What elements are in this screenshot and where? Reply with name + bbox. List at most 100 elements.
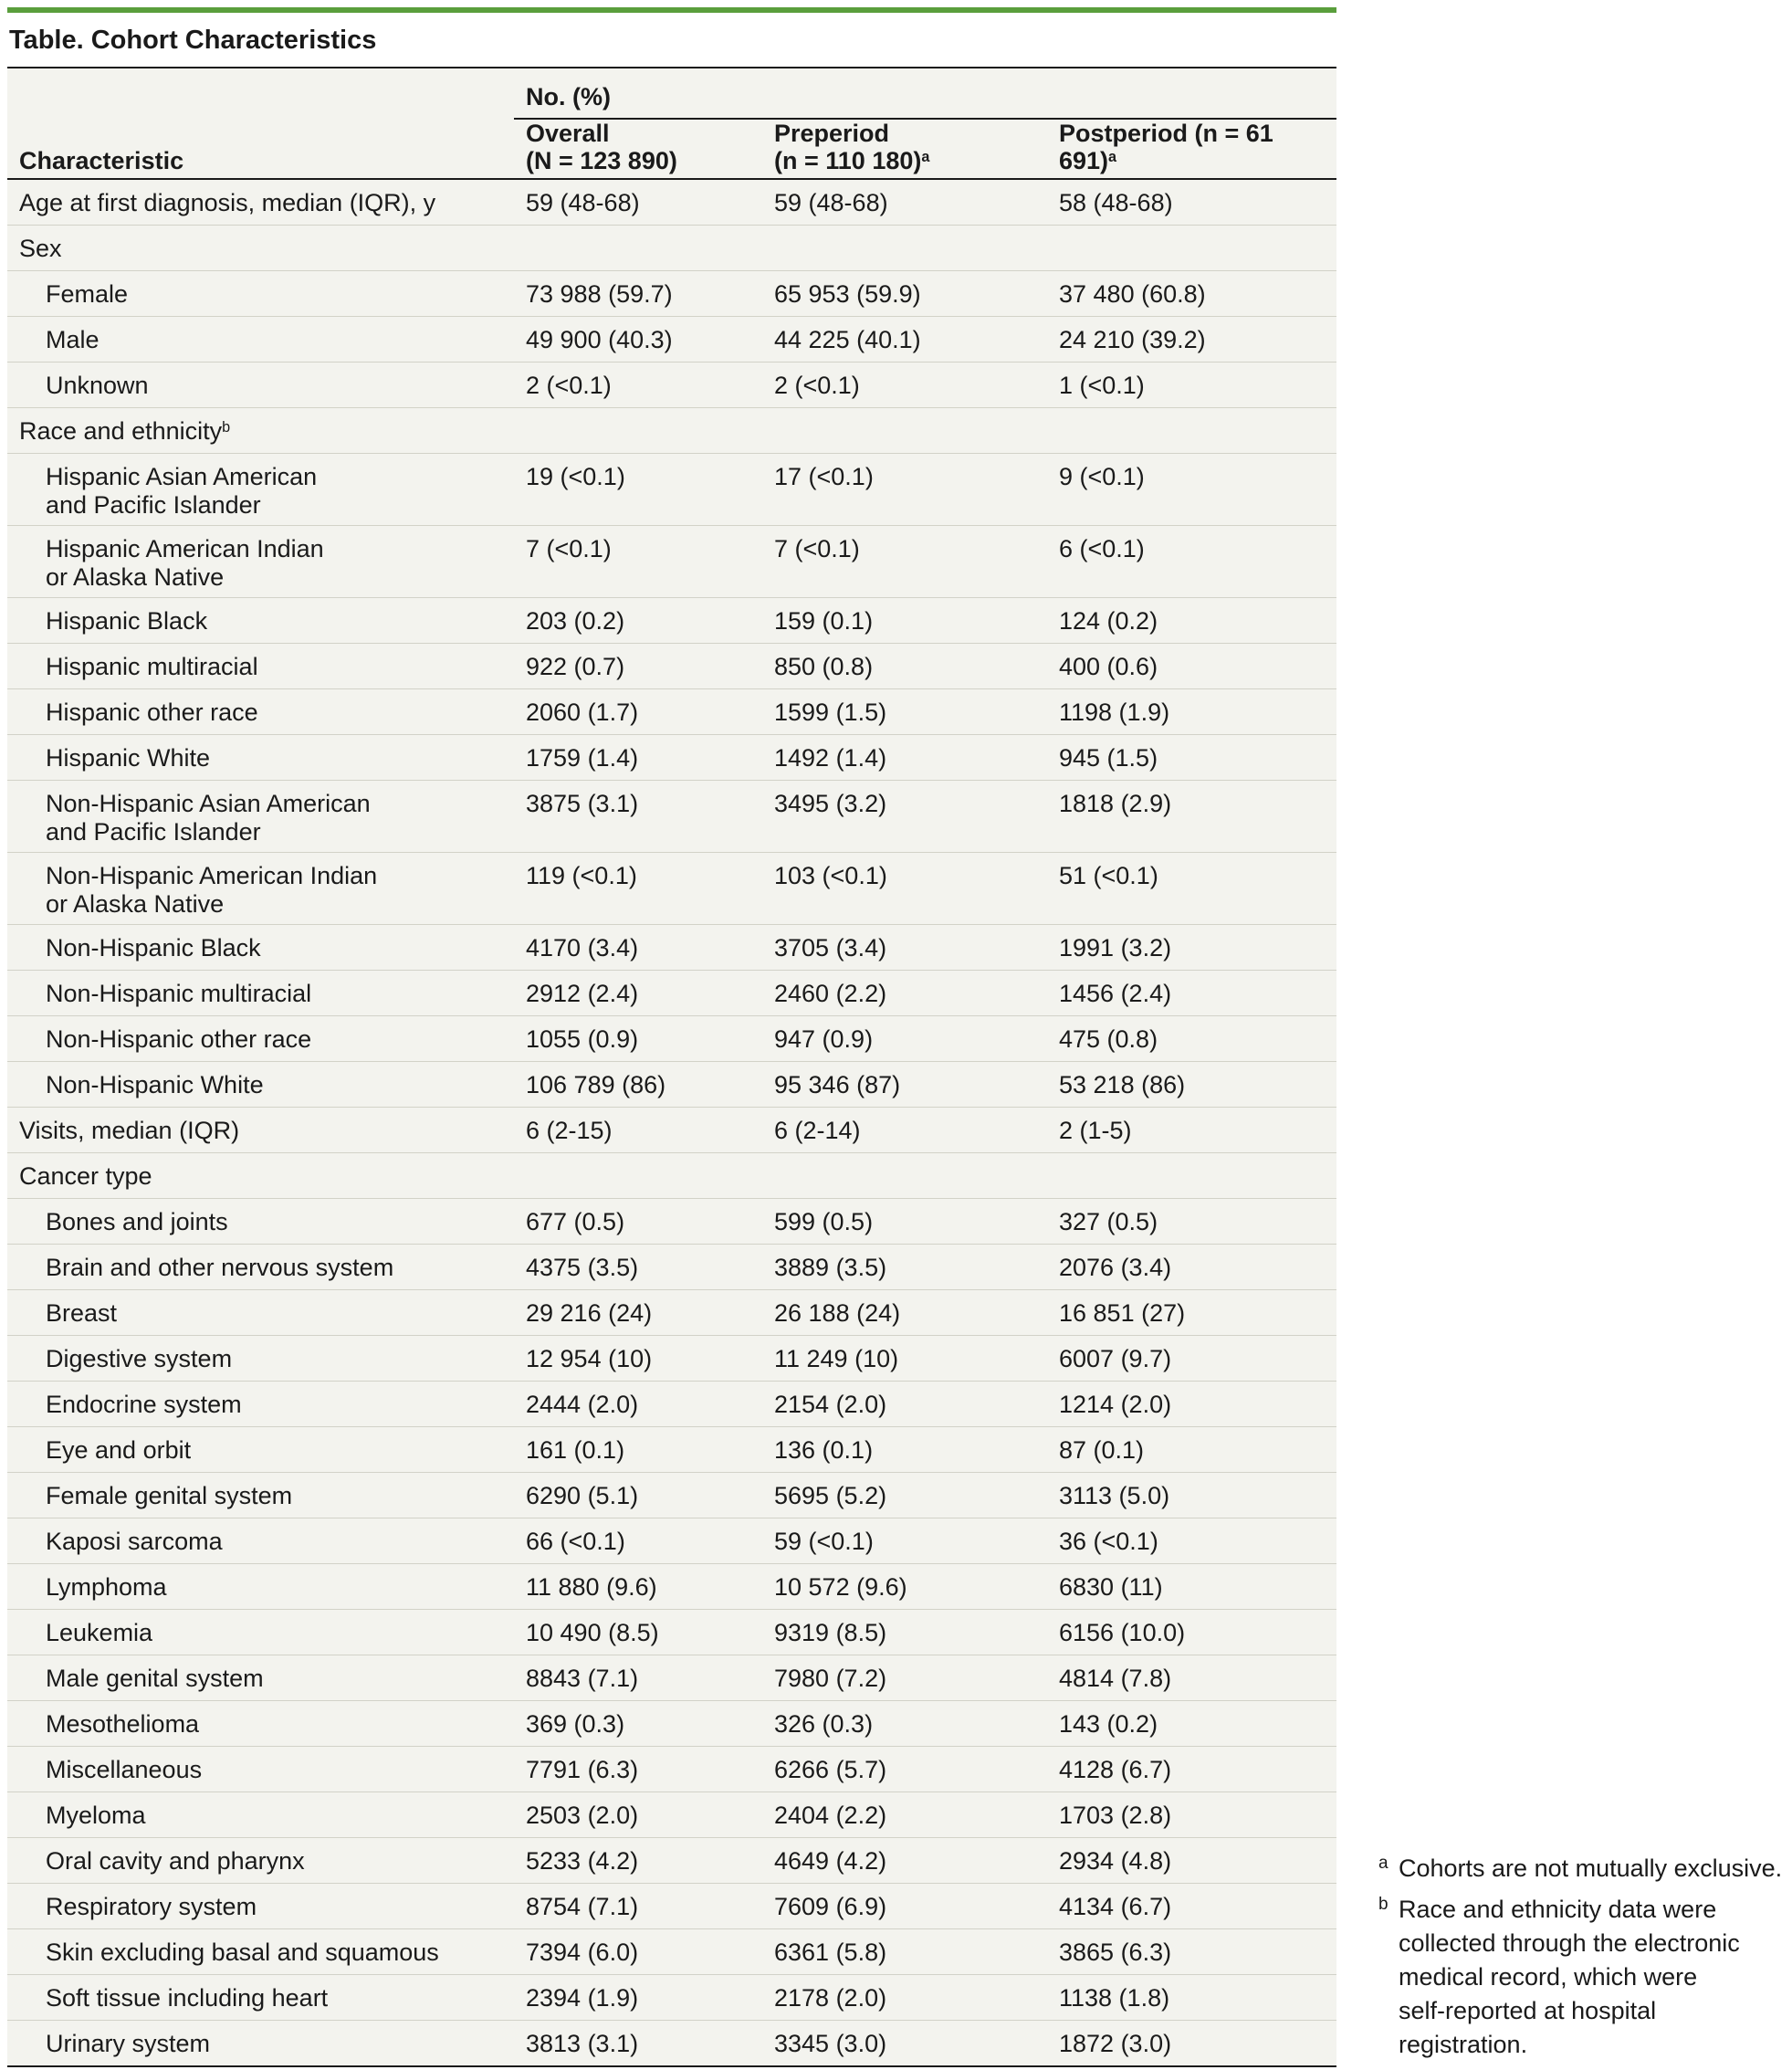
- footnote-b-line: collected through the electronic: [1399, 1929, 1740, 1957]
- cell-postperiod: 2934 (4.8): [1047, 1837, 1336, 1884]
- footnote-b: b Race and ethnicity data were collected…: [1378, 1893, 1792, 2062]
- cell-preperiod: 159 (0.1): [762, 597, 1047, 644]
- cell-preperiod: 2404 (2.2): [762, 1792, 1047, 1838]
- table-row: Respiratory system 8754 (7.1) 7609 (6.9) 41…: [7, 1883, 1336, 1929]
- cell-postperiod: 1214 (2.0): [1047, 1381, 1336, 1427]
- cell-preperiod: 7 (<0.1): [762, 525, 1047, 598]
- cell-preperiod: 850 (0.8): [762, 643, 1047, 689]
- cell-preperiod: 136 (0.1): [762, 1426, 1047, 1473]
- header-characteristic: Characteristic: [7, 119, 514, 180]
- row-label-line: Hispanic American Indian: [46, 535, 324, 562]
- cell-overall: 19 (<0.1): [514, 453, 762, 526]
- cell-preperiod: 7980 (7.2): [762, 1655, 1047, 1701]
- cell-postperiod: [1047, 225, 1336, 271]
- cell-preperiod: 3705 (3.4): [762, 924, 1047, 971]
- row-label: Non-Hispanic Asian American and Pacific I…: [7, 780, 514, 853]
- header-overall-line2: (N = 123 890): [526, 147, 677, 174]
- table-row: Non-Hispanic American Indian or Alaska Na…: [7, 852, 1336, 925]
- table-row: Mesothelioma 369 (0.3) 326 (0.3) 143 (0.2): [7, 1700, 1336, 1747]
- cell-overall: 106 789 (86): [514, 1061, 762, 1108]
- header-spacer: [7, 68, 514, 119]
- cell-overall: [514, 225, 762, 271]
- row-label-text: Lymphoma: [46, 1573, 167, 1601]
- row-label-line: and Pacific Islander: [46, 491, 261, 519]
- cell-postperiod: 1198 (1.9): [1047, 688, 1336, 735]
- cell-preperiod: 44 225 (40.1): [762, 316, 1047, 363]
- cell-overall: 6 (2-15): [514, 1107, 762, 1153]
- table-row: Skin excluding basal and squamous 7394 (6…: [7, 1928, 1336, 1975]
- cell-preperiod: 3889 (3.5): [762, 1244, 1047, 1290]
- row-label-text: Non-Hispanic multiracial: [46, 980, 312, 1007]
- cell-overall: 4170 (3.4): [514, 924, 762, 971]
- cell-overall: 2444 (2.0): [514, 1381, 762, 1427]
- cell-overall: 12 954 (10): [514, 1335, 762, 1382]
- row-label: Hispanic multiracial: [7, 643, 514, 689]
- cell-overall: 66 (<0.1): [514, 1518, 762, 1564]
- cell-preperiod: 5695 (5.2): [762, 1472, 1047, 1518]
- row-label-text: Hispanic Black: [46, 607, 208, 635]
- cell-preperiod: 599 (0.5): [762, 1198, 1047, 1245]
- footnote-a-ref: a: [1108, 149, 1117, 165]
- row-label-text: Visits, median (IQR): [19, 1117, 240, 1144]
- table-row: Oral cavity and pharynx 5233 (4.2) 4649 (4…: [7, 1837, 1336, 1884]
- footnote-b-ref: b: [222, 419, 231, 436]
- cell-postperiod: 1818 (2.9): [1047, 780, 1336, 853]
- cell-preperiod: 2460 (2.2): [762, 970, 1047, 1016]
- header-preperiod-line2-wrap: (n = 110 180)a: [774, 147, 1047, 174]
- row-label: Female genital system: [7, 1472, 514, 1518]
- cell-preperiod: 59 (48-68): [774, 189, 888, 216]
- footnote-b-line: registration.: [1399, 2031, 1528, 2058]
- cell-preperiod: 4649 (4.2): [762, 1837, 1047, 1884]
- row-label-text: Myeloma: [46, 1802, 146, 1829]
- table-row: Hispanic multiracial 922 (0.7) 850 (0.8) 40…: [7, 643, 1336, 689]
- row-label-text: Brain and other nervous system: [46, 1254, 394, 1281]
- cell-preperiod: [762, 407, 1047, 454]
- cell-postperiod: 3865 (6.3): [1047, 1928, 1336, 1975]
- table-row: Non-Hispanic White 106 789 (86) 95 346 (87…: [7, 1061, 1336, 1108]
- row-label: Female: [7, 270, 514, 317]
- cell-preperiod: 9319 (8.5): [762, 1609, 1047, 1655]
- cell-postperiod: 6007 (9.7): [1047, 1335, 1336, 1382]
- footnote-b-mark: b: [1378, 1895, 1389, 1914]
- cell-preperiod: 6 (2-14): [762, 1107, 1047, 1153]
- table-row: Male genital system 8843 (7.1) 7980 (7.2) 4…: [7, 1655, 1336, 1701]
- cell-preperiod: 6361 (5.8): [762, 1928, 1047, 1975]
- row-label-text: Oral cavity and pharynx: [46, 1847, 305, 1875]
- cell-postperiod: 6 (<0.1): [1047, 525, 1336, 598]
- cell-postperiod: 36 (<0.1): [1047, 1518, 1336, 1564]
- cell-postperiod: 475 (0.8): [1047, 1015, 1336, 1062]
- cell-preperiod: 2154 (2.0): [762, 1381, 1047, 1427]
- row-label-text: Mesothelioma: [46, 1710, 200, 1738]
- cell-overall: 73 988 (59.7): [514, 270, 762, 317]
- cell-preperiod: 1599 (1.5): [762, 688, 1047, 735]
- cell-overall: 8754 (7.1): [514, 1883, 762, 1929]
- row-label: Non-Hispanic multiracial: [7, 970, 514, 1016]
- row-label: Male: [7, 316, 514, 363]
- cell-overall: 2060 (1.7): [514, 688, 762, 735]
- cell-overall: 2394 (1.9): [514, 1974, 762, 2021]
- row-label-text: Soft tissue including heart: [46, 1984, 329, 2012]
- row-label: Miscellaneous: [7, 1746, 514, 1792]
- table-row: Hispanic Asian American and Pacific Islan…: [7, 453, 1336, 526]
- table-row: Breast 29 216 (24) 26 188 (24) 16 851 (27): [7, 1289, 1336, 1336]
- cell-postperiod: 4128 (6.7): [1047, 1746, 1336, 1792]
- table-row: Lymphoma 11 880 (9.6) 10 572 (9.6) 6830 (11…: [7, 1563, 1336, 1610]
- row-label: Hispanic White: [7, 734, 514, 781]
- table-row: Digestive system 12 954 (10) 11 249 (10) 60…: [7, 1335, 1336, 1382]
- row-label: Digestive system: [7, 1335, 514, 1382]
- cell-overall: 2503 (2.0): [514, 1792, 762, 1838]
- row-label-text: Female genital system: [46, 1482, 293, 1509]
- cell-preperiod: 7609 (6.9): [762, 1883, 1047, 1929]
- footnote-b-line: self-reported at hospital: [1399, 1997, 1657, 2024]
- cell-overall: 6290 (5.1): [514, 1472, 762, 1518]
- row-label-text: Hispanic multiracial: [46, 653, 258, 680]
- cell-postperiod: 1456 (2.4): [1047, 970, 1336, 1016]
- header-group-label: No. (%): [514, 68, 1336, 120]
- cell-postperiod: 1703 (2.8): [1047, 1792, 1336, 1838]
- cell-preperiod: 59 (<0.1): [762, 1518, 1047, 1564]
- table-title: Table. Cohort Characteristics: [9, 26, 377, 55]
- row-label-text: Urinary system: [46, 2030, 211, 2057]
- row-label-text: Unknown: [46, 372, 149, 399]
- row-label-text: Age at first diagnosis, median (IQR), y: [19, 189, 436, 216]
- row-label-text: Race and ethnicity: [19, 417, 223, 445]
